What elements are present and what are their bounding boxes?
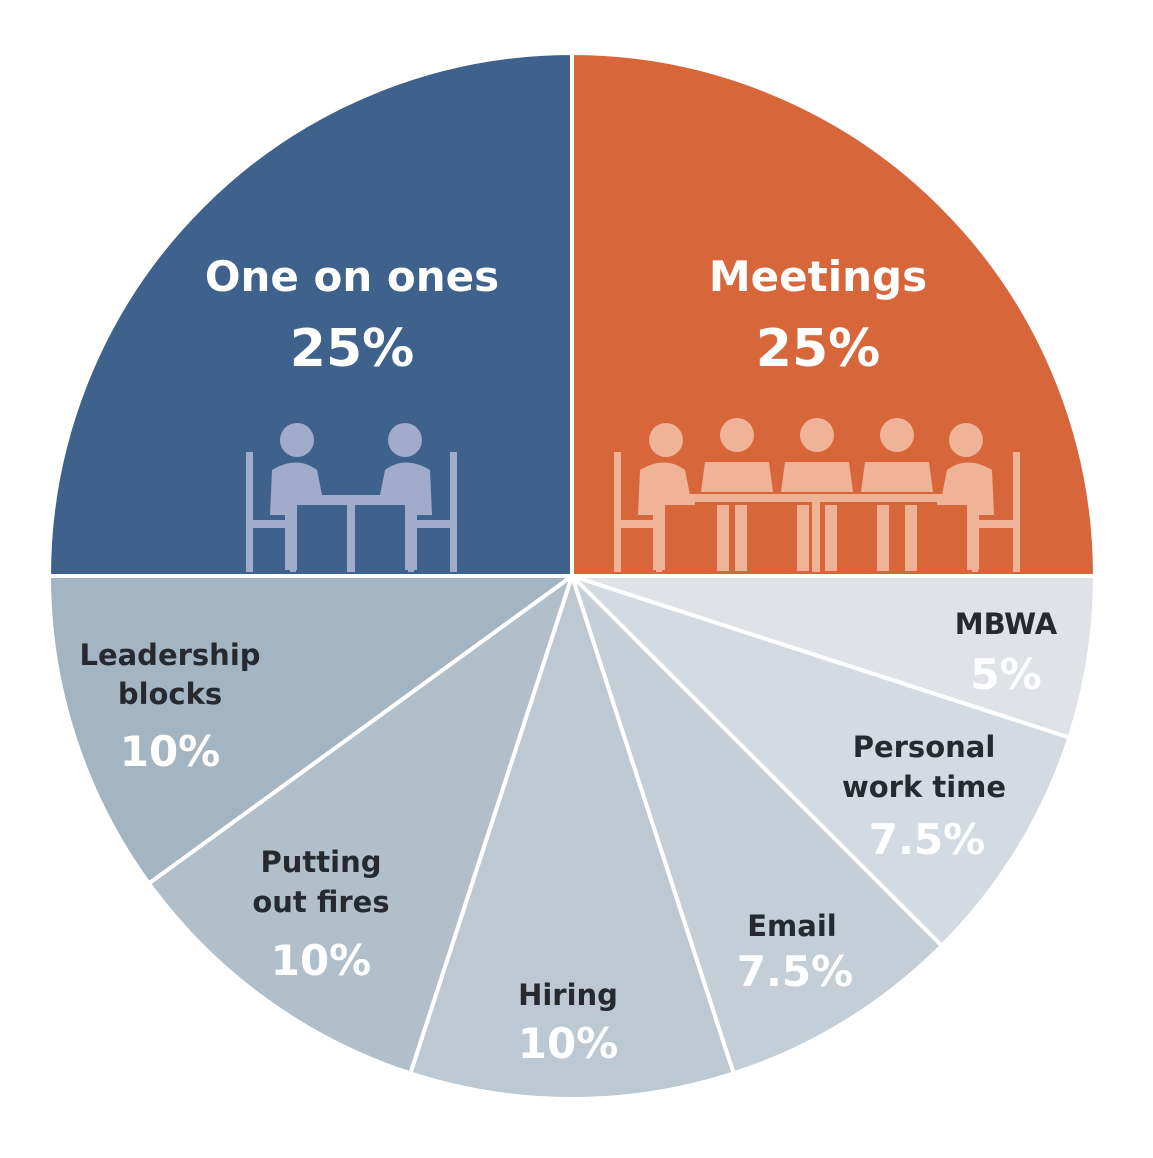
pie-slice-leadership-blocks [47,574,574,886]
label-fires-line2: out fires [252,885,389,919]
pie-slice-hiring [408,574,736,1101]
label-leadership-line1: Leadership [79,638,260,672]
label-mbwa: MBWA [955,607,1058,641]
label-personal-line1: Personal [853,730,996,764]
pct-fires: 10% [271,936,372,985]
label-personal-line2: work time [842,770,1006,804]
label-fires-line1: Putting [261,845,382,879]
pct-mbwa: 5% [970,650,1041,699]
pie-slice-personal-work-time [570,574,1072,948]
one-on-one-icon [246,423,457,572]
pct-email: 7.5% [737,947,853,996]
pct-hiring: 10% [518,1019,619,1068]
pct-leadership: 10% [120,727,221,776]
pct-one-on-ones: 25% [290,319,414,379]
label-leadership-line2: blocks [118,677,222,711]
label-one-on-ones: One on ones [205,252,499,301]
pct-personal: 7.5% [869,815,985,864]
label-email: Email [747,909,836,943]
pct-meetings: 25% [756,319,880,379]
label-hiring: Hiring [518,978,618,1012]
pie-slice-one-on-ones [47,51,574,578]
pie-slice-putting-out-fires [146,574,574,1076]
label-meetings: Meetings [709,252,927,301]
meeting-table-icon [614,418,1020,572]
pie-slice-email [570,574,944,1076]
